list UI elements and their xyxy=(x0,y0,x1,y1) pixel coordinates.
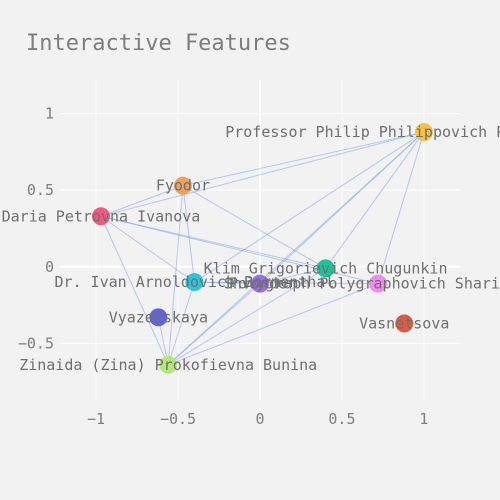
network-node[interactable] xyxy=(395,314,414,333)
node-label: Vyazemskaya xyxy=(109,308,208,326)
network-node[interactable] xyxy=(316,259,335,278)
node-label: Professor Philip Philippovich Preobrazhe… xyxy=(225,123,500,141)
x-tick-label: −0.5 xyxy=(160,410,196,428)
network-edge xyxy=(182,185,326,269)
network-node[interactable] xyxy=(251,274,269,293)
network-node[interactable] xyxy=(159,355,178,374)
network-edge xyxy=(100,131,425,217)
network-edge xyxy=(325,131,425,269)
network-edge xyxy=(259,131,425,285)
network-edge xyxy=(167,185,184,365)
network-edge xyxy=(182,131,425,187)
y-tick-label: 0 xyxy=(45,258,54,276)
x-tick-label: 0 xyxy=(255,410,264,428)
node-label: Klim Grigorievich Chugunkin xyxy=(204,259,448,277)
node-label: Fyodor xyxy=(156,177,210,195)
y-tick-label: 1 xyxy=(45,105,54,123)
network-edge xyxy=(182,185,195,283)
node-layer xyxy=(91,123,433,374)
node-label: Dr. Ivan Arnoldovich Bormenthal xyxy=(54,273,334,291)
network-node[interactable] xyxy=(149,308,168,327)
x-tick-label: 1 xyxy=(419,410,428,428)
network-edge xyxy=(100,215,326,269)
edge-layer xyxy=(100,131,425,366)
network-edge xyxy=(167,267,326,366)
network-edge xyxy=(168,283,379,366)
network-edge xyxy=(194,131,425,283)
network-edge xyxy=(194,281,379,285)
chart-title: Interactive Features xyxy=(26,31,291,56)
network-edge xyxy=(100,216,169,365)
network-edge xyxy=(194,281,261,285)
node-label: Shvonder xyxy=(224,275,296,293)
grid-layer xyxy=(60,80,460,400)
network-node[interactable] xyxy=(173,176,192,195)
node-label: Zinaida (Zina) Prokofievna Bunina xyxy=(19,356,317,374)
network-edge xyxy=(259,267,326,285)
network-node[interactable] xyxy=(185,273,204,292)
node-label: Daria Petrovna Ivanova xyxy=(2,207,201,225)
tick-layer: −1 −0.5 0 0.5 1 1 0.5 0 −0.5 xyxy=(18,105,429,428)
label-layer: Professor Philip Philippovich Preobrazhe… xyxy=(2,123,500,374)
network-node[interactable] xyxy=(414,123,433,142)
network-edge xyxy=(100,185,184,217)
network-node[interactable] xyxy=(91,207,110,226)
network-edge xyxy=(167,283,261,366)
node-label: Vasnetsova xyxy=(359,314,449,332)
network-edge xyxy=(100,215,195,283)
y-tick-label: 0.5 xyxy=(27,181,54,199)
network-node[interactable] xyxy=(369,274,388,293)
network-edge xyxy=(167,281,195,365)
x-tick-label: −1 xyxy=(87,410,105,428)
node-label: Polygraph Polygraphovich Sharikov xyxy=(229,275,500,293)
x-tick-label: 0.5 xyxy=(328,410,355,428)
network-edge xyxy=(377,131,425,284)
network-edge xyxy=(167,131,425,366)
y-tick-label: −0.5 xyxy=(18,334,54,352)
